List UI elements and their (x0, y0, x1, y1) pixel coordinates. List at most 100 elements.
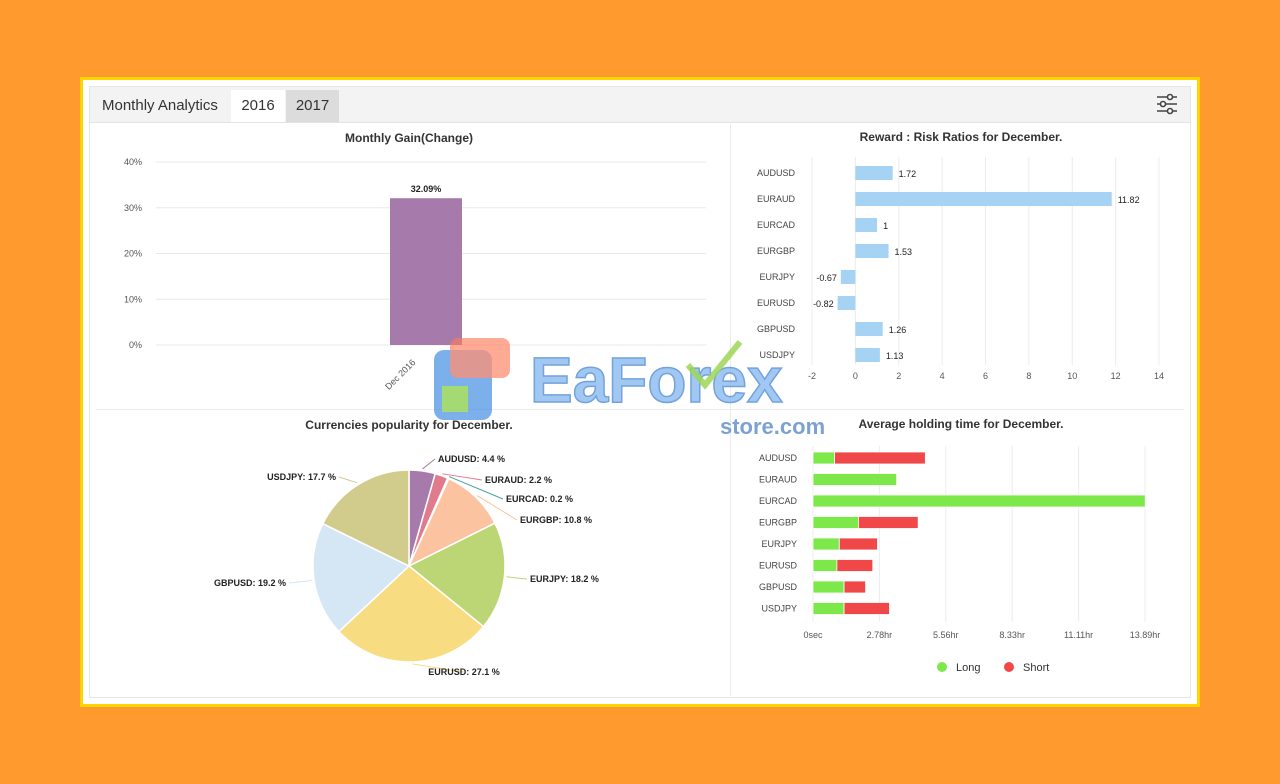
x-tick-label: 6 (983, 371, 988, 381)
short-bar (834, 451, 926, 465)
y-tick-label: 30% (124, 203, 142, 213)
pie-connector (338, 476, 358, 484)
pie-connector (506, 576, 528, 580)
sliders-icon[interactable] (1155, 93, 1179, 115)
pie-slice (337, 565, 485, 663)
category-label: EURAUD (759, 475, 798, 485)
x-tick-label: 10 (1067, 371, 1077, 381)
tab-2016[interactable]: 2016 (231, 90, 285, 122)
x-tick-label: 5.56hr (933, 630, 959, 640)
pie-connector (412, 663, 465, 673)
long-bar (812, 559, 838, 572)
pie-label: EURAUD: 2.2 % (485, 475, 552, 485)
short-bar (838, 537, 878, 551)
tab-2017[interactable]: 2017 (286, 90, 339, 122)
x-tick-label: 2.78hr (867, 630, 893, 640)
x-tick-label: -2 (808, 371, 816, 381)
chart-title: Monthly Gain(Change) (345, 131, 473, 145)
bar-value-label: -0.82 (813, 299, 834, 309)
pie-slice (321, 469, 410, 568)
ratio-bar (855, 166, 893, 180)
long-bar (812, 537, 840, 551)
long-bar (812, 580, 845, 594)
holding-time-chart: Average holding time for December. 0sec 2.… (759, 417, 1161, 674)
short-bar (843, 602, 890, 615)
ratio-bar (855, 244, 889, 258)
category-label: EURGBP (759, 518, 797, 528)
analytics-inner (89, 86, 1191, 698)
ratio-bar (840, 270, 856, 284)
bar-value-label: 1.53 (895, 247, 913, 257)
x-tick-label: 13.89hr (1130, 630, 1161, 640)
bar-value-label: -0.67 (816, 273, 837, 283)
pie-slice (407, 522, 506, 628)
ratio-bar (837, 296, 856, 310)
ratio-bar (855, 192, 1112, 206)
short-bar (836, 559, 874, 572)
x-tick-label: Dec 2016 (383, 357, 417, 391)
bar-value-label: 11.82 (1118, 195, 1140, 205)
pie-connector (422, 458, 436, 470)
category-label: USDJPY (761, 604, 797, 614)
long-bar (812, 451, 835, 465)
pie-label: EURJPY: 18.2 % (530, 574, 599, 584)
category-label: GBPUSD (759, 582, 798, 592)
long-bar (812, 494, 1146, 508)
bar-value-label: 32.09% (411, 184, 442, 194)
x-tick-label: 12 (1111, 371, 1121, 381)
x-tick-label: 11.11hr (1064, 630, 1093, 640)
pie-connector (448, 476, 504, 500)
category-label: EURCAD (759, 496, 798, 506)
chart-title: Reward : Risk Ratios for December. (860, 130, 1063, 144)
legend-label: Long (956, 662, 980, 674)
category-label: EURUSD (759, 561, 798, 571)
legend-marker-short (1004, 662, 1014, 672)
category-label: AUDUSD (757, 168, 796, 178)
x-tick-label: 8.33hr (999, 630, 1025, 640)
monthly-gain-chart: Monthly Gain(Change) 0% 10% 20% 30% 40% 32.09%… (124, 131, 706, 392)
category-label: EURUSD (757, 298, 796, 308)
legend-marker-long (937, 662, 947, 672)
pie-label: USDJPY: 17.7 % (267, 472, 336, 482)
category-label: GBPUSD (757, 324, 796, 334)
bar-value-label: 1.26 (889, 325, 907, 335)
pie-label: GBPUSD: 19.2 % (214, 578, 286, 588)
category-label: EURAUD (757, 194, 796, 204)
category-label: EURGBP (757, 246, 795, 256)
category-label: AUDUSD (759, 453, 798, 463)
chart-title: Currencies popularity for December. (305, 418, 512, 432)
pie-connector (288, 579, 313, 584)
category-label: EURJPY (759, 272, 795, 282)
x-tick-label: 4 (940, 371, 945, 381)
x-tick-label: 0sec (803, 630, 823, 640)
short-bar (858, 516, 919, 529)
pie-label: EURCAD: 0.2 % (506, 494, 573, 504)
horizontal-divider (96, 409, 1184, 410)
x-tick-label: 0 (853, 371, 858, 381)
reward-risk-chart: Reward : Risk Ratios for December. -2 0 2 4 6… (757, 130, 1164, 381)
vertical-divider (730, 124, 731, 696)
pie-label: EURUSD: 27.1 % (428, 667, 500, 677)
y-tick-label: 10% (124, 294, 142, 304)
chart-title: Average holding time for December. (859, 417, 1064, 431)
panel-title: Monthly Analytics (102, 97, 218, 114)
currencies-popularity-chart: Currencies popularity for December. AUDUS… (214, 418, 599, 677)
pie-connector (476, 495, 518, 521)
long-bar (812, 516, 859, 529)
pie-label: EURGBP: 10.8 % (520, 515, 592, 525)
bar-value-label: 1.72 (899, 169, 917, 179)
bar-value-label: 1 (883, 221, 888, 231)
y-tick-label: 20% (124, 249, 142, 259)
pie-label: AUDUSD: 4.4 % (438, 454, 505, 464)
category-label: EURCAD (757, 220, 796, 230)
y-tick-label: 40% (124, 157, 142, 167)
ratio-bar (855, 322, 883, 336)
short-bar (843, 580, 866, 594)
x-tick-label: 2 (896, 371, 901, 381)
long-bar (812, 473, 898, 486)
gain-bar (390, 198, 462, 345)
y-tick-label: 0% (129, 340, 142, 350)
legend-label: Short (1023, 662, 1049, 674)
pie-slice (312, 522, 411, 633)
category-label: EURJPY (761, 539, 797, 549)
